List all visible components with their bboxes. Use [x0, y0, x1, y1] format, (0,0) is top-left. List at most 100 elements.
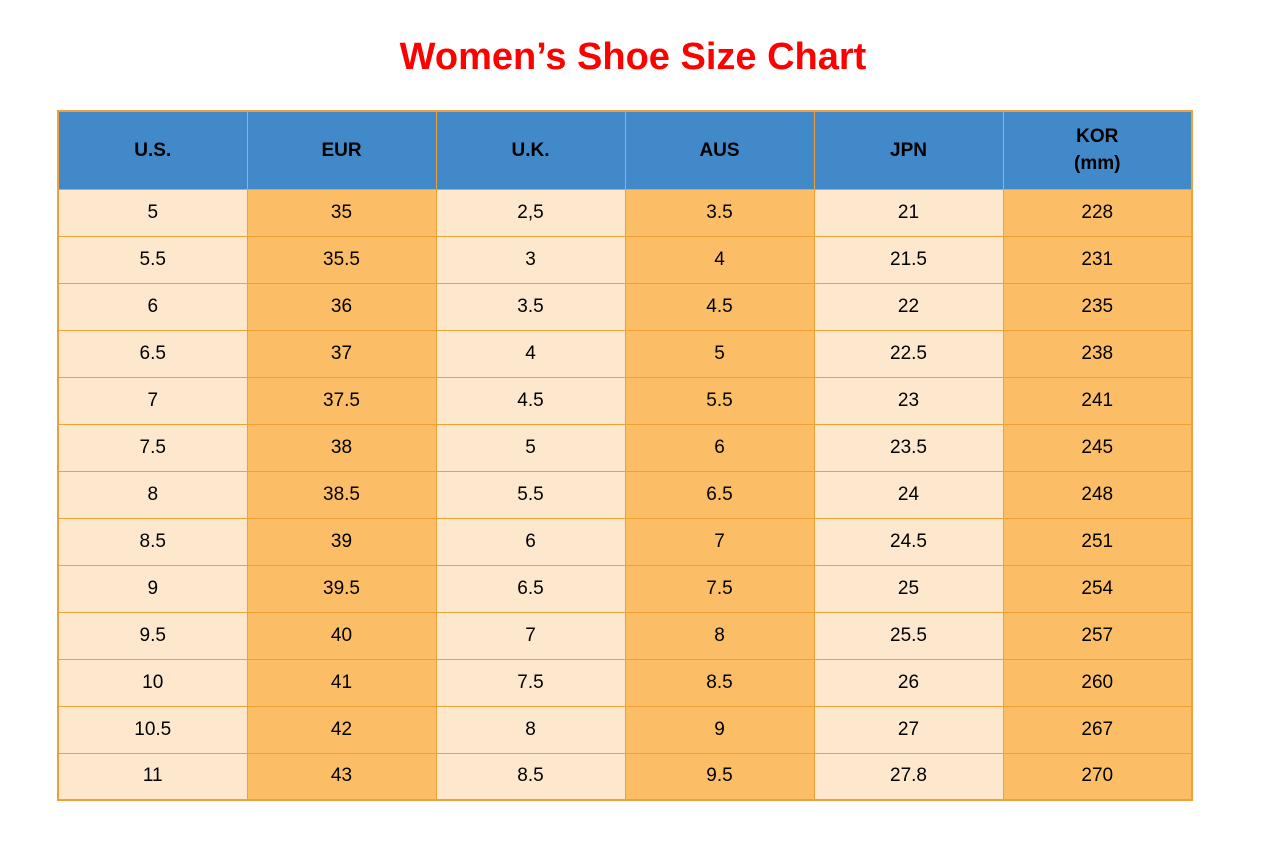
- table-row: 6 36 3.5 4.5 22 235: [57, 282, 1193, 331]
- column-header-kor: KOR (mm): [1002, 110, 1193, 190]
- table-row: 8.5 39 6 7 24.5 251: [57, 517, 1193, 566]
- table-row: 9 39.5 6.5 7.5 25 254: [57, 564, 1193, 613]
- table-cell-jpn: 21.5: [813, 235, 1004, 284]
- table-cell-us: 6: [57, 282, 248, 331]
- table-row: 7.5 38 5 6 23.5 245: [57, 423, 1193, 472]
- table-cell-eur: 39.5: [246, 564, 437, 613]
- table-cell-aus: 3.5: [624, 188, 815, 237]
- table-cell-aus: 8.5: [624, 658, 815, 707]
- column-header-aus: AUS: [624, 110, 815, 190]
- table-cell-eur: 35.5: [246, 235, 437, 284]
- table-row: 10 41 7.5 8.5 26 260: [57, 658, 1193, 707]
- table-cell-aus: 8: [624, 611, 815, 660]
- table-cell-eur: 38: [246, 423, 437, 472]
- table-cell-kor: 231: [1002, 235, 1193, 284]
- table-cell-uk: 5: [435, 423, 626, 472]
- table-cell-uk: 7: [435, 611, 626, 660]
- table-cell-jpn: 27.8: [813, 752, 1004, 801]
- header-row: U.S. EUR U.K. AUS JPN KOR (mm): [57, 110, 1193, 190]
- table-cell-uk: 2,5: [435, 188, 626, 237]
- table-cell-jpn: 24.5: [813, 517, 1004, 566]
- table-cell-eur: 41: [246, 658, 437, 707]
- table-cell-us: 5.5: [57, 235, 248, 284]
- table-cell-jpn: 23.5: [813, 423, 1004, 472]
- table-cell-uk: 3.5: [435, 282, 626, 331]
- table-cell-us: 9.5: [57, 611, 248, 660]
- table-cell-eur: 38.5: [246, 470, 437, 519]
- column-header-eur: EUR: [246, 110, 437, 190]
- table-row: 7 37.5 4.5 5.5 23 241: [57, 376, 1193, 425]
- table-cell-eur: 40: [246, 611, 437, 660]
- table-cell-aus: 6: [624, 423, 815, 472]
- table-cell-aus: 9: [624, 705, 815, 754]
- table-row: 5.5 35.5 3 4 21.5 231: [57, 235, 1193, 284]
- table-cell-uk: 4.5: [435, 376, 626, 425]
- table-cell-kor: 241: [1002, 376, 1193, 425]
- table-cell-eur: 35: [246, 188, 437, 237]
- table-cell-eur: 37: [246, 329, 437, 378]
- table-cell-aus: 4.5: [624, 282, 815, 331]
- table-cell-uk: 8: [435, 705, 626, 754]
- table-cell-us: 6.5: [57, 329, 248, 378]
- table-cell-kor: 238: [1002, 329, 1193, 378]
- column-header-label: KOR: [1076, 126, 1119, 148]
- table-cell-kor: 245: [1002, 423, 1193, 472]
- table-cell-kor: 228: [1002, 188, 1193, 237]
- column-header-label: AUS: [699, 139, 740, 161]
- column-header-label: U.S.: [134, 139, 172, 161]
- table-cell-aus: 9.5: [624, 752, 815, 801]
- table-cell-us: 10.5: [57, 705, 248, 754]
- column-header-sublabel: (mm): [1074, 153, 1121, 175]
- table-cell-jpn: 25.5: [813, 611, 1004, 660]
- table-cell-jpn: 25: [813, 564, 1004, 613]
- table-cell-eur: 36: [246, 282, 437, 331]
- table-cell-aus: 6.5: [624, 470, 815, 519]
- table-row: 10.5 42 8 9 27 267: [57, 705, 1193, 754]
- table-cell-aus: 7: [624, 517, 815, 566]
- table-row: 9.5 40 7 8 25.5 257: [57, 611, 1193, 660]
- table-cell-uk: 6: [435, 517, 626, 566]
- table-header-row: U.S. EUR U.K. AUS JPN KOR (mm): [57, 110, 1193, 190]
- table-cell-uk: 5.5: [435, 470, 626, 519]
- table-cell-kor: 257: [1002, 611, 1193, 660]
- table-cell-eur: 43: [246, 752, 437, 801]
- column-header-uk: U.K.: [435, 110, 626, 190]
- table-cell-uk: 6.5: [435, 564, 626, 613]
- table-cell-aus: 4: [624, 235, 815, 284]
- table-cell-eur: 42: [246, 705, 437, 754]
- table-row: 11 43 8.5 9.5 27.8 270: [57, 752, 1193, 801]
- table-cell-kor: 254: [1002, 564, 1193, 613]
- table-cell-eur: 39: [246, 517, 437, 566]
- table-body: 5 35 2,5 3.5 21 228 5.5 35.5 3 4 21.5 231 6 36 3.5 4.5 2…: [57, 188, 1193, 801]
- table-cell-kor: 267: [1002, 705, 1193, 754]
- table-cell-us: 8: [57, 470, 248, 519]
- column-header-label: EUR: [321, 139, 362, 161]
- table-cell-us: 7: [57, 376, 248, 425]
- column-header-jpn: JPN: [813, 110, 1004, 190]
- table-cell-aus: 5: [624, 329, 815, 378]
- table-cell-jpn: 21: [813, 188, 1004, 237]
- table-cell-jpn: 23: [813, 376, 1004, 425]
- table-row: 6.5 37 4 5 22.5 238: [57, 329, 1193, 378]
- shoe-size-table: U.S. EUR U.K. AUS JPN KOR (mm) 5 35 2,5 3.5 21 228 5…: [57, 110, 1193, 801]
- table-cell-us: 5: [57, 188, 248, 237]
- table-cell-uk: 8.5: [435, 752, 626, 801]
- column-header-label: JPN: [890, 139, 927, 161]
- table-cell-aus: 5.5: [624, 376, 815, 425]
- table-row: 5 35 2,5 3.5 21 228: [57, 188, 1193, 237]
- table-cell-kor: 251: [1002, 517, 1193, 566]
- table-cell-kor: 270: [1002, 752, 1193, 801]
- table-row: 8 38.5 5.5 6.5 24 248: [57, 470, 1193, 519]
- table-cell-kor: 235: [1002, 282, 1193, 331]
- table-cell-us: 7.5: [57, 423, 248, 472]
- table-cell-jpn: 22.5: [813, 329, 1004, 378]
- table-cell-jpn: 22: [813, 282, 1004, 331]
- page-title: Women’s Shoe Size Chart: [399, 36, 867, 78]
- column-header-label: U.K.: [511, 139, 550, 161]
- table-cell-eur: 37.5: [246, 376, 437, 425]
- table-cell-kor: 260: [1002, 658, 1193, 707]
- table-cell-uk: 7.5: [435, 658, 626, 707]
- table-cell-jpn: 24: [813, 470, 1004, 519]
- column-header-us: U.S.: [57, 110, 248, 190]
- table-cell-us: 11: [57, 752, 248, 801]
